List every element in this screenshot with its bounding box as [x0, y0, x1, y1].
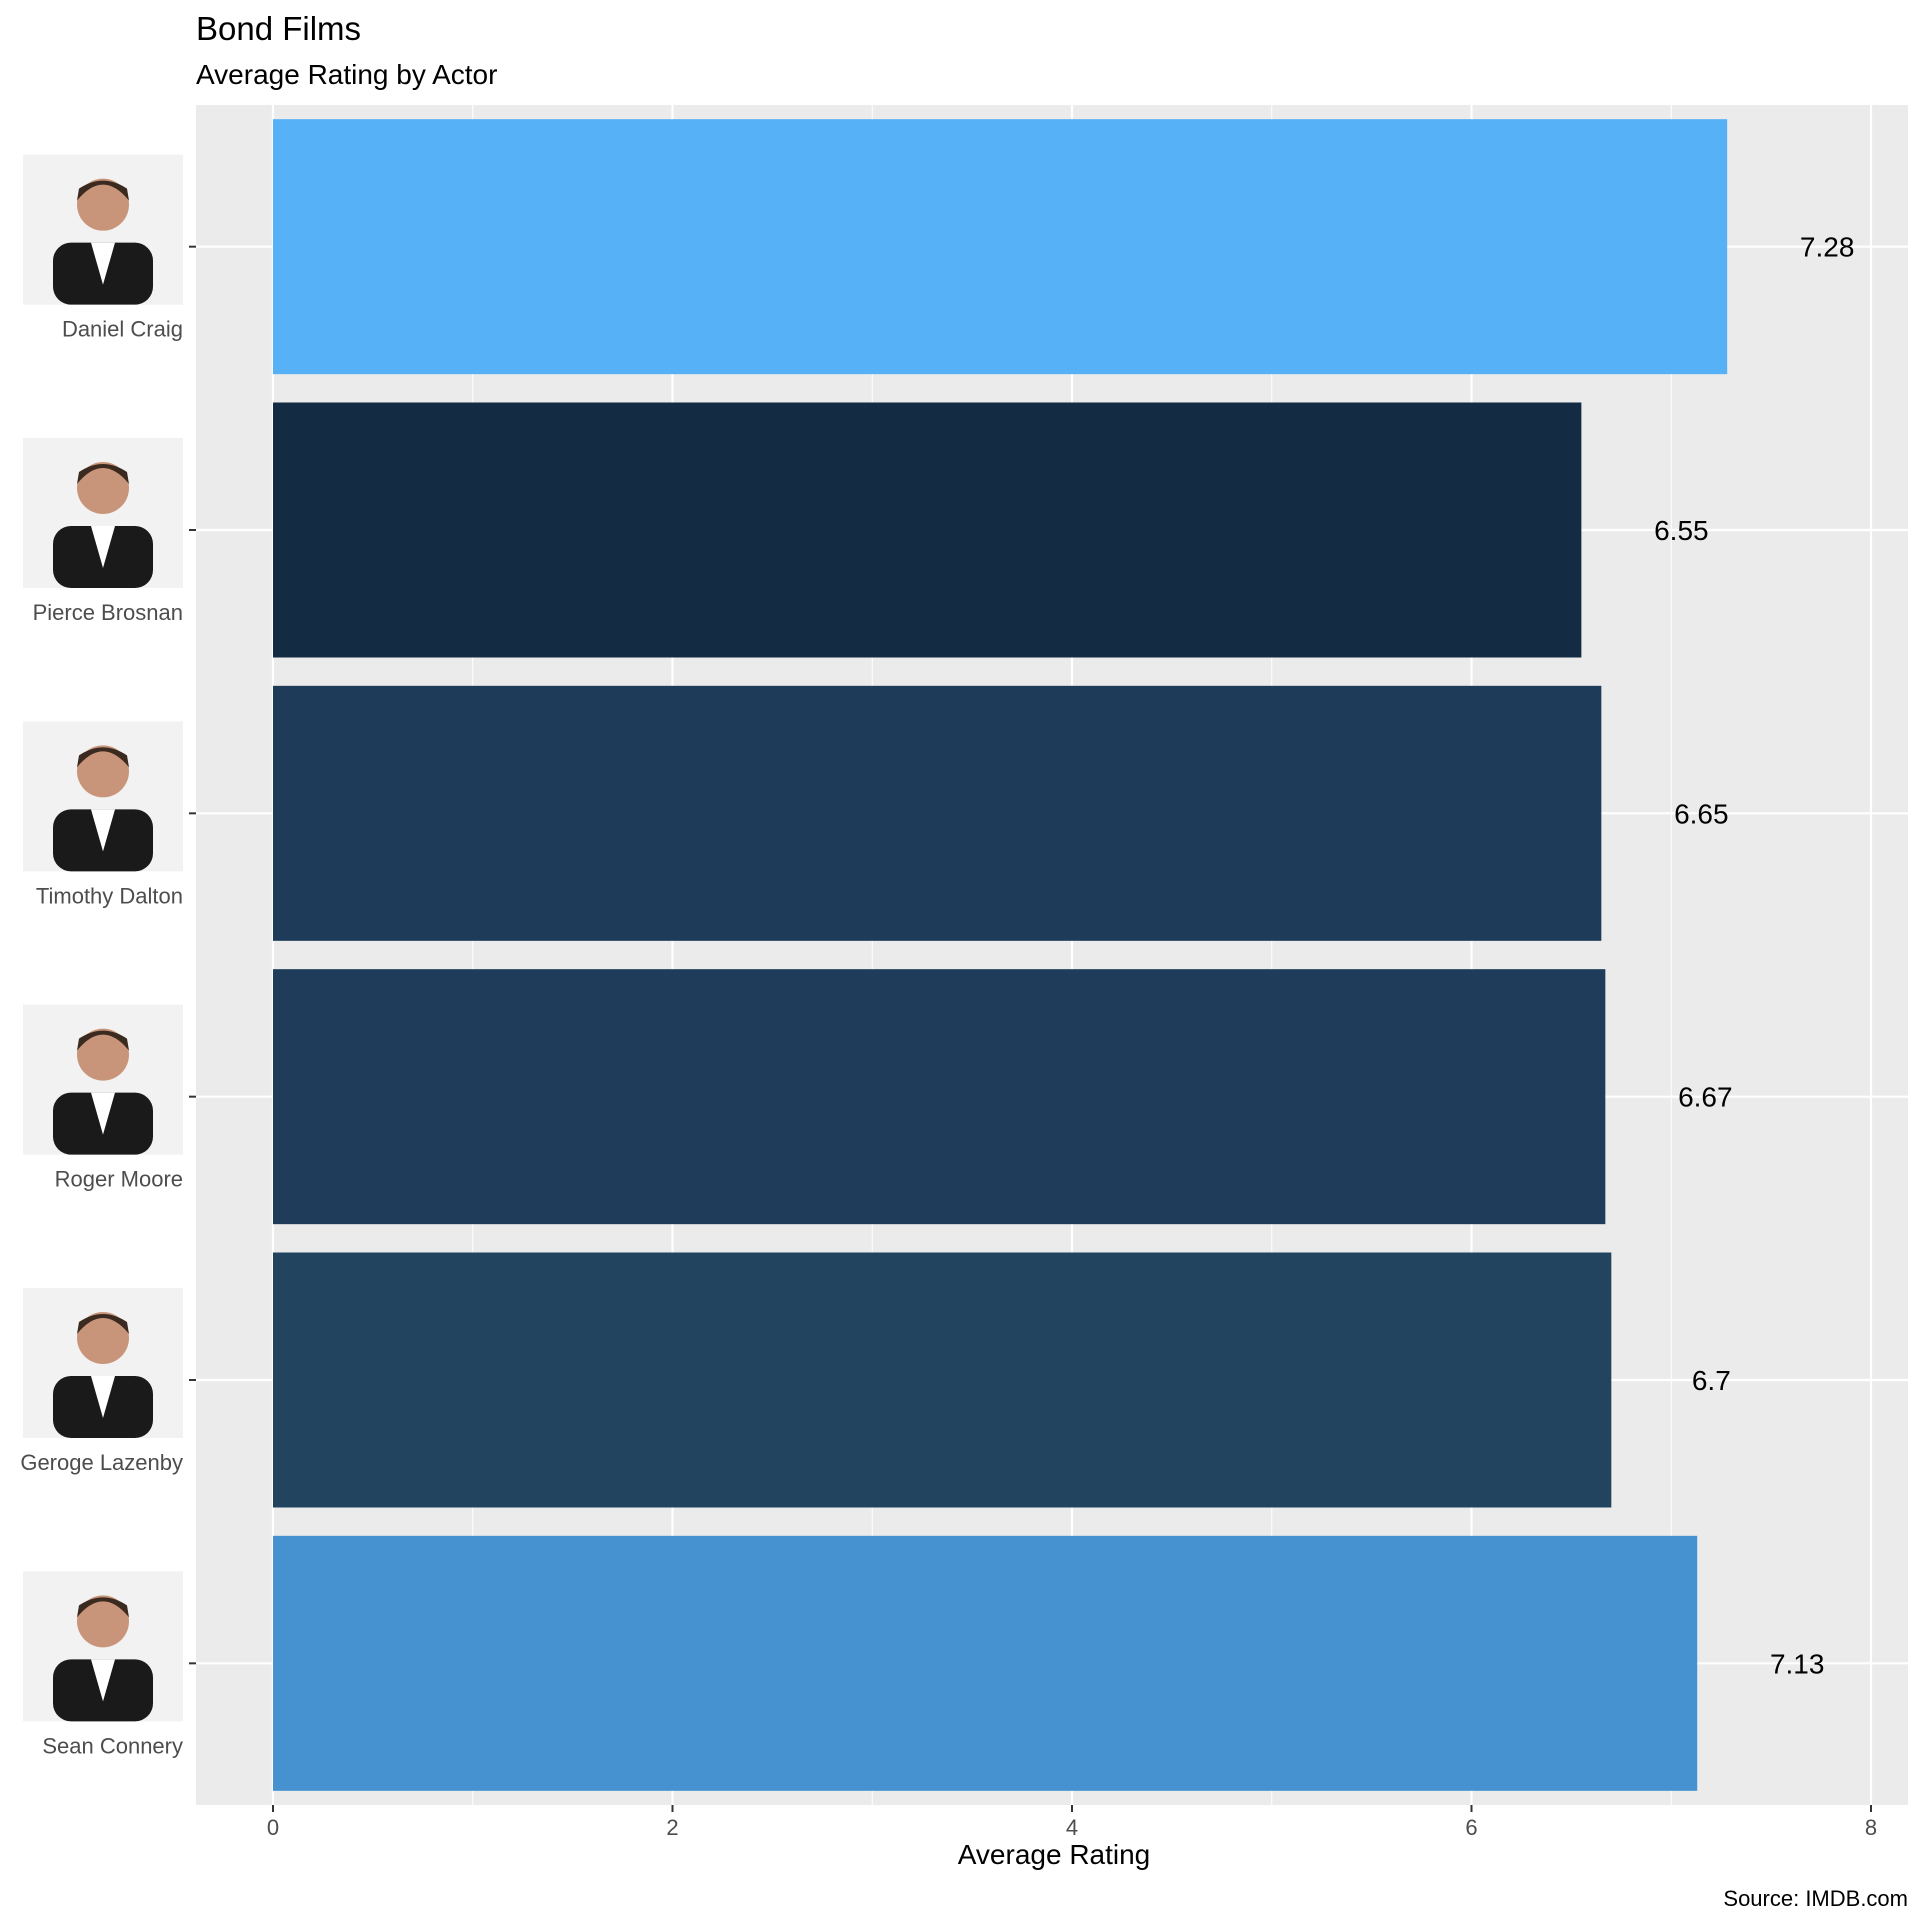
y-tick-label: Geroge Lazenby — [20, 1450, 183, 1475]
value-label: 6.7 — [1692, 1365, 1731, 1396]
y-tick-label: Pierce Brosnan — [33, 600, 183, 625]
value-label: 7.13 — [1770, 1648, 1825, 1679]
x-tick-label: 2 — [666, 1815, 678, 1840]
value-label: 6.65 — [1674, 798, 1729, 829]
y-tick-label: Timothy Dalton — [36, 883, 183, 908]
x-tick-label: 0 — [267, 1815, 279, 1840]
x-tick-label: 6 — [1465, 1815, 1477, 1840]
daniel-craig-photo — [23, 154, 183, 305]
george-lazenby-photo — [23, 1288, 183, 1438]
bar — [273, 1535, 1698, 1791]
timothy-dalton-photo — [23, 721, 183, 872]
y-tick-label: Roger Moore — [55, 1167, 183, 1192]
sean-connery-photo — [23, 1571, 183, 1722]
value-label: 6.55 — [1654, 515, 1709, 546]
bar — [273, 969, 1606, 1225]
bar — [273, 685, 1602, 941]
x-axis: 0 2 4 6 8 — [267, 1805, 1877, 1840]
bars — [273, 119, 1728, 1791]
bar — [273, 402, 1582, 658]
roger-moore-photo — [23, 1004, 183, 1155]
chart-subtitle: Average Rating by Actor — [196, 59, 497, 90]
pierce-brosnan-photo — [23, 438, 183, 588]
x-tick-label: 8 — [1865, 1815, 1877, 1840]
y-tick-label: Sean Connery — [42, 1733, 183, 1758]
value-label: 7.28 — [1800, 232, 1855, 263]
x-tick-label: 4 — [1066, 1815, 1078, 1840]
value-labels: 7.28 6.55 6.65 6.67 6.7 7.13 — [1654, 232, 1854, 1680]
plot-panel — [196, 105, 1908, 1805]
value-label: 6.67 — [1678, 1082, 1733, 1113]
x-axis-title: Average Rating — [958, 1839, 1151, 1870]
source-caption: Source: IMDB.com — [1723, 1886, 1908, 1911]
bar — [273, 1252, 1612, 1508]
y-axis: Daniel Craig Pierce Brosnan Timothy Dalton… — [20, 154, 196, 1758]
chart-title: Bond Films — [196, 10, 361, 47]
y-tick-label: Daniel Craig — [62, 317, 183, 342]
bar — [273, 119, 1728, 375]
